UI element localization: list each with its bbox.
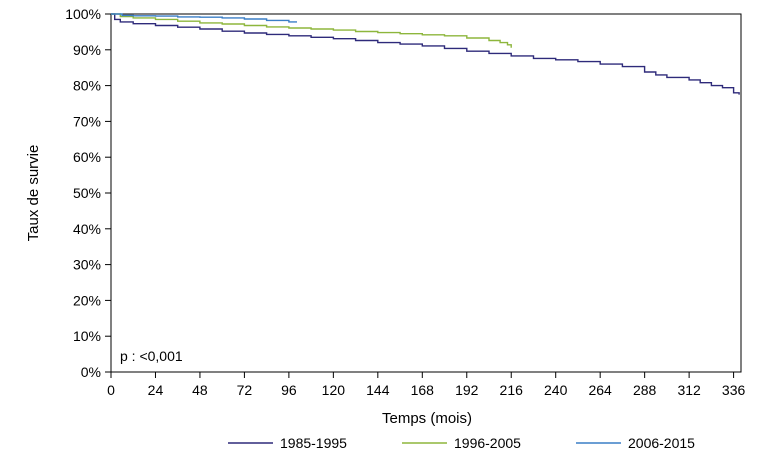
x-tick-label: 144 [366, 382, 390, 398]
x-tick-label: 120 [322, 382, 346, 398]
y-tick-label: 0% [81, 364, 101, 380]
y-tick-label: 20% [73, 292, 101, 308]
y-tick-label: 60% [73, 149, 101, 165]
y-tick-label: 100% [65, 6, 101, 22]
y-tick-label: 70% [73, 113, 101, 129]
x-tick-label: 192 [455, 382, 479, 398]
x-tick-label: 48 [192, 382, 208, 398]
y-tick-label: 80% [73, 78, 101, 94]
x-tick-label: 24 [148, 382, 164, 398]
series-line-1996-2005 [111, 13, 512, 48]
plot-border [110, 13, 742, 373]
y-axis-ticks: 0% 10% 20% 30% 40% 50% 60% 70% 80% 90% 100% [65, 6, 111, 380]
plot-frame [110, 13, 742, 373]
y-axis-title: Taux de survie [25, 145, 42, 242]
x-tick-label: 216 [500, 382, 524, 398]
series-line-2006-2015 [111, 13, 297, 23]
legend-label-1996-2005: 1996-2005 [454, 435, 521, 451]
series-line-1985-1995 [111, 13, 740, 95]
x-tick-label: 288 [633, 382, 657, 398]
x-tick-label: 312 [677, 382, 701, 398]
y-tick-label: 50% [73, 185, 101, 201]
p-value-annotation: p : <0,001 [120, 348, 183, 364]
y-tick-label: 90% [73, 42, 101, 58]
legend: 1985-1995 1996-2005 2006-2015 [228, 435, 695, 451]
legend-label-1985-1995: 1985-1995 [280, 435, 347, 451]
x-tick-label: 264 [588, 382, 612, 398]
series-layer [111, 13, 740, 95]
x-axis-title: Temps (mois) [382, 410, 472, 427]
x-axis-ticks: 0 24 48 72 96 120 144 168 192 216 240 264 288 312 336 [107, 372, 745, 398]
x-tick-label: 240 [544, 382, 568, 398]
x-tick-label: 0 [107, 382, 115, 398]
y-tick-label: 40% [73, 221, 101, 237]
x-tick-label: 96 [281, 382, 297, 398]
x-tick-label: 168 [411, 382, 435, 398]
x-tick-label: 72 [237, 382, 253, 398]
y-tick-label: 10% [73, 328, 101, 344]
x-tick-label: 336 [722, 382, 746, 398]
legend-label-2006-2015: 2006-2015 [628, 435, 695, 451]
y-tick-label: 30% [73, 257, 101, 273]
